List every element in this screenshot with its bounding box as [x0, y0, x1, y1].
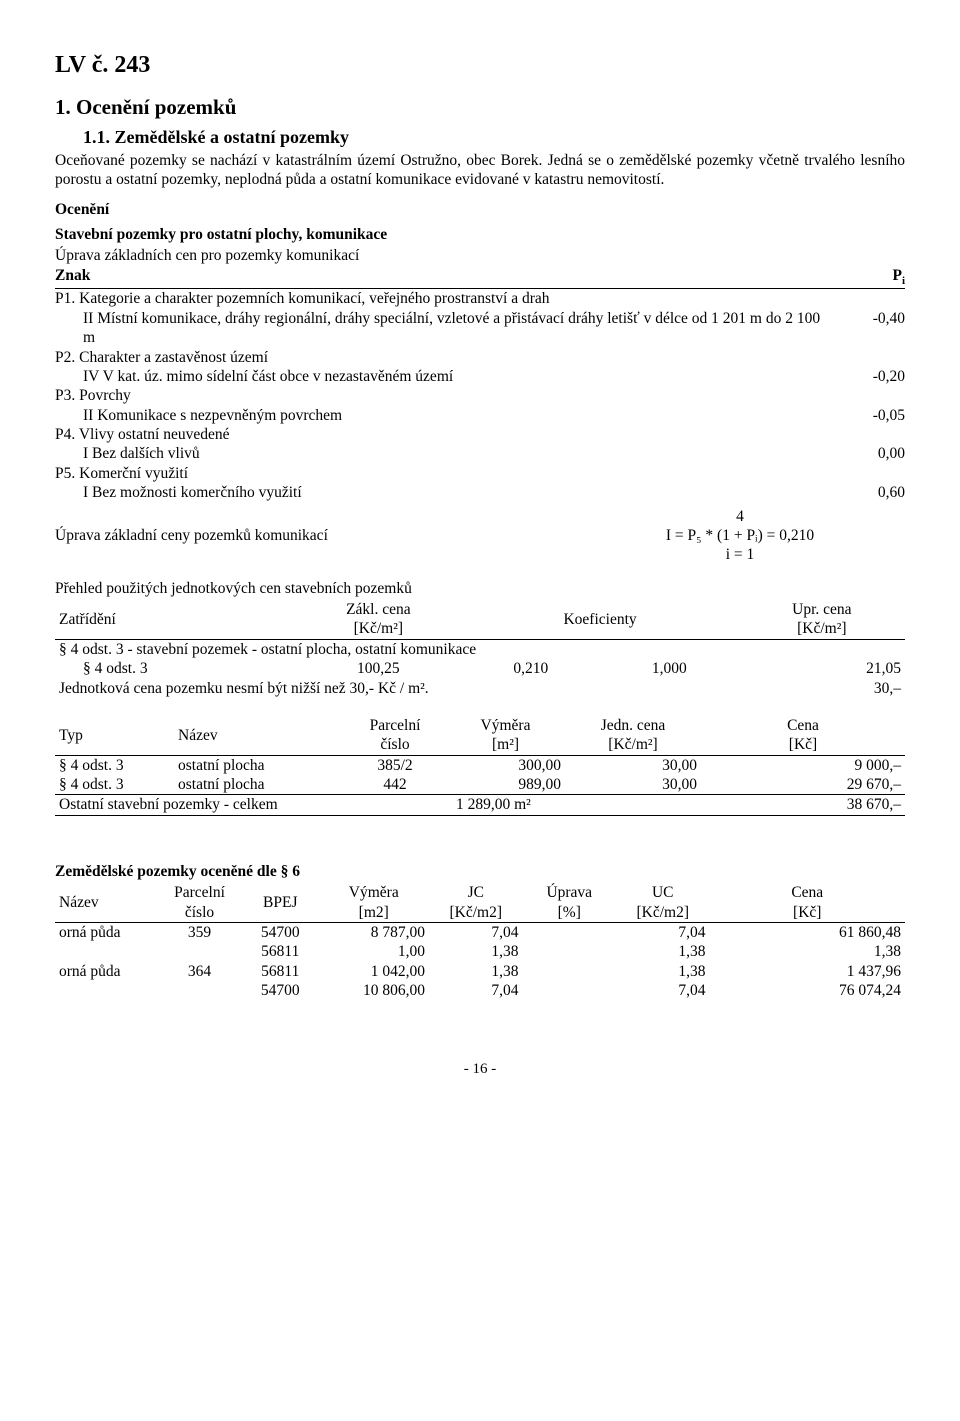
factor-p4-text: I Bez dalších vlivů — [55, 444, 835, 463]
c-jc2: [Kč/m2] — [429, 903, 523, 923]
c-parc2: číslo — [157, 903, 242, 923]
col-uprcena: Upr. cena — [739, 600, 905, 619]
table-row: orná půda 359 54700 8 787,00 7,04 7,04 6… — [55, 922, 905, 942]
table-row: orná půda 364 56811 1 042,00 1,38 1,38 1… — [55, 962, 905, 981]
c-uc2: [Kč/m2] — [616, 903, 710, 923]
t1r1-d: 1,000 — [600, 659, 739, 678]
formula-bot: i = 1 — [575, 545, 905, 564]
col-typ: Typ — [55, 716, 174, 755]
c-vym1: Výměra — [319, 883, 430, 902]
col-cena: Cena — [701, 716, 905, 735]
col-uprcena-unit: [Kč/m²] — [739, 619, 905, 639]
t1r1-c: 0,210 — [462, 659, 601, 678]
col-zatrideni: Zatřídění — [55, 600, 295, 639]
factor-p5-header: P5. Komerční využití — [55, 464, 905, 483]
stavebni-pozemky-heading: Stavební pozemky pro ostatní plochy, kom… — [55, 225, 905, 244]
c-up1: Úprava — [523, 883, 617, 902]
c-nazev: Název — [55, 883, 157, 922]
subsection-heading-1-1: 1.1. Zemědělské a ostatní pozemky — [83, 126, 905, 149]
znak-label: Znak — [55, 266, 90, 289]
group-row: § 4 odst. 3 - stavební pozemek - ostatní… — [55, 639, 905, 659]
col-zaklcena-unit: [Kč/m²] — [295, 619, 461, 639]
factor-p4-header: P4. Vlivy ostatní neuvedené — [55, 425, 905, 444]
col-koef: Koeficienty — [462, 600, 739, 639]
col-cena2: [Kč] — [701, 735, 905, 755]
factor-p4-value: 0,00 — [835, 444, 905, 463]
factor-p2-header: P2. Charakter a zastavěnost území — [55, 348, 905, 367]
c-uc1: UC — [616, 883, 710, 902]
prehled-heading: Přehled použitých jednotkových cen stave… — [55, 579, 905, 598]
page-number: - 16 - — [55, 1060, 905, 1079]
col-jedn: Jedn. cena — [565, 716, 701, 735]
c-parc1: Parcelní — [157, 883, 242, 902]
formula-left: Úprava základní ceny pozemků komunikací — [55, 526, 575, 545]
table-row: 54700 10 806,00 7,04 7,04 76 074,24 — [55, 981, 905, 1000]
factor-p1-text: II Místní komunikace, dráhy regionální, … — [55, 309, 835, 348]
col-jedn2: [Kč/m²] — [565, 735, 701, 755]
col-parc2: číslo — [344, 735, 446, 755]
zemedelske-heading: Zemědělské pozemky oceněné dle § 6 — [55, 862, 905, 881]
factor-p1-header: P1. Kategorie a charakter pozemních komu… — [55, 289, 905, 308]
agri-table: Název Parcelní BPEJ Výměra JC Úprava UC … — [55, 883, 905, 1000]
formula-top: 4 — [575, 507, 905, 526]
factor-p2-text: IV V kat. úz. mimo sídelní část obce v n… — [55, 367, 835, 386]
factor-p2-value: -0,20 — [835, 367, 905, 386]
t1r1-a: § 4 odst. 3 — [55, 659, 295, 678]
oceneni-heading: Ocenění — [55, 200, 905, 219]
c-c2: [Kč] — [710, 903, 906, 923]
c-jc1: JC — [429, 883, 523, 902]
table-row: 56811 1,00 1,38 1,38 1,38 — [55, 942, 905, 961]
col-nazev: Název — [174, 716, 344, 755]
parcel-table: Typ Název Parcelní Výměra Jedn. cena Cen… — [55, 716, 905, 816]
unit-price-table: Zatřídění Zákl. cena Koeficienty Upr. ce… — [55, 600, 905, 698]
factor-p5-text: I Bez možnosti komerčního využití — [55, 483, 835, 502]
section-heading-1: 1. Ocenění pozemků — [55, 94, 905, 120]
factor-p3-text: II Komunikace s nezpevněným povrchem — [55, 406, 835, 425]
col-parc: Parcelní — [344, 716, 446, 735]
uprava-heading: Úprava základních cen pro pozemky komuni… — [55, 246, 905, 265]
formula-row: Úprava základní ceny pozemků komunikací … — [55, 507, 905, 565]
c-up2: [%] — [523, 903, 617, 923]
table-row: § 4 odst. 3 ostatní plocha 442 989,00 30… — [55, 775, 905, 795]
c-bpej: BPEJ — [242, 883, 319, 922]
t1-note-right: 30,– — [739, 679, 905, 698]
c-c1: Cena — [710, 883, 906, 902]
col-zaklcena: Zákl. cena — [295, 600, 461, 619]
table-row: § 4 odst. 3 ostatní plocha 385/2 300,00 … — [55, 755, 905, 775]
factor-p1-value: -0,40 — [835, 309, 905, 348]
pi-label: Pi — [892, 266, 905, 289]
t1r1-b: 100,25 — [295, 659, 461, 678]
table-sum-row: Ostatní stavební pozemky - celkem 1 289,… — [55, 795, 905, 815]
c-vym2: [m2] — [319, 903, 430, 923]
formula-mid: I = P₅ * (1 + Pᵢ) = 0,210 — [575, 526, 905, 545]
factor-p5-value: 0,60 — [835, 483, 905, 502]
intro-paragraph: Oceňované pozemky se nachází v katastrál… — [55, 151, 905, 190]
page-title: LV č. 243 — [55, 50, 905, 80]
t1r1-e: 21,05 — [739, 659, 905, 678]
t1-note-left: Jednotková cena pozemku nesmí být nižší … — [55, 679, 739, 698]
factor-p3-value: -0,05 — [835, 406, 905, 425]
col-vymera2: [m²] — [446, 735, 565, 755]
col-vymera: Výměra — [446, 716, 565, 735]
factor-p3-header: P3. Povrchy — [55, 386, 905, 405]
